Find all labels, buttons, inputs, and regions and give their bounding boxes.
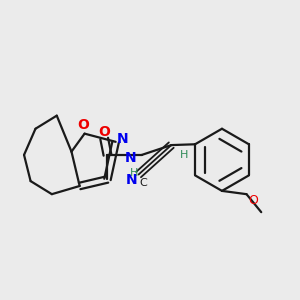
Text: O: O bbox=[77, 118, 89, 133]
Text: N: N bbox=[116, 131, 128, 146]
Text: O: O bbox=[98, 125, 110, 139]
Text: O: O bbox=[248, 194, 258, 207]
Text: H: H bbox=[130, 168, 139, 178]
Text: H: H bbox=[179, 150, 188, 160]
Text: N: N bbox=[125, 173, 137, 188]
Text: N: N bbox=[125, 151, 137, 165]
Text: C: C bbox=[139, 178, 147, 188]
